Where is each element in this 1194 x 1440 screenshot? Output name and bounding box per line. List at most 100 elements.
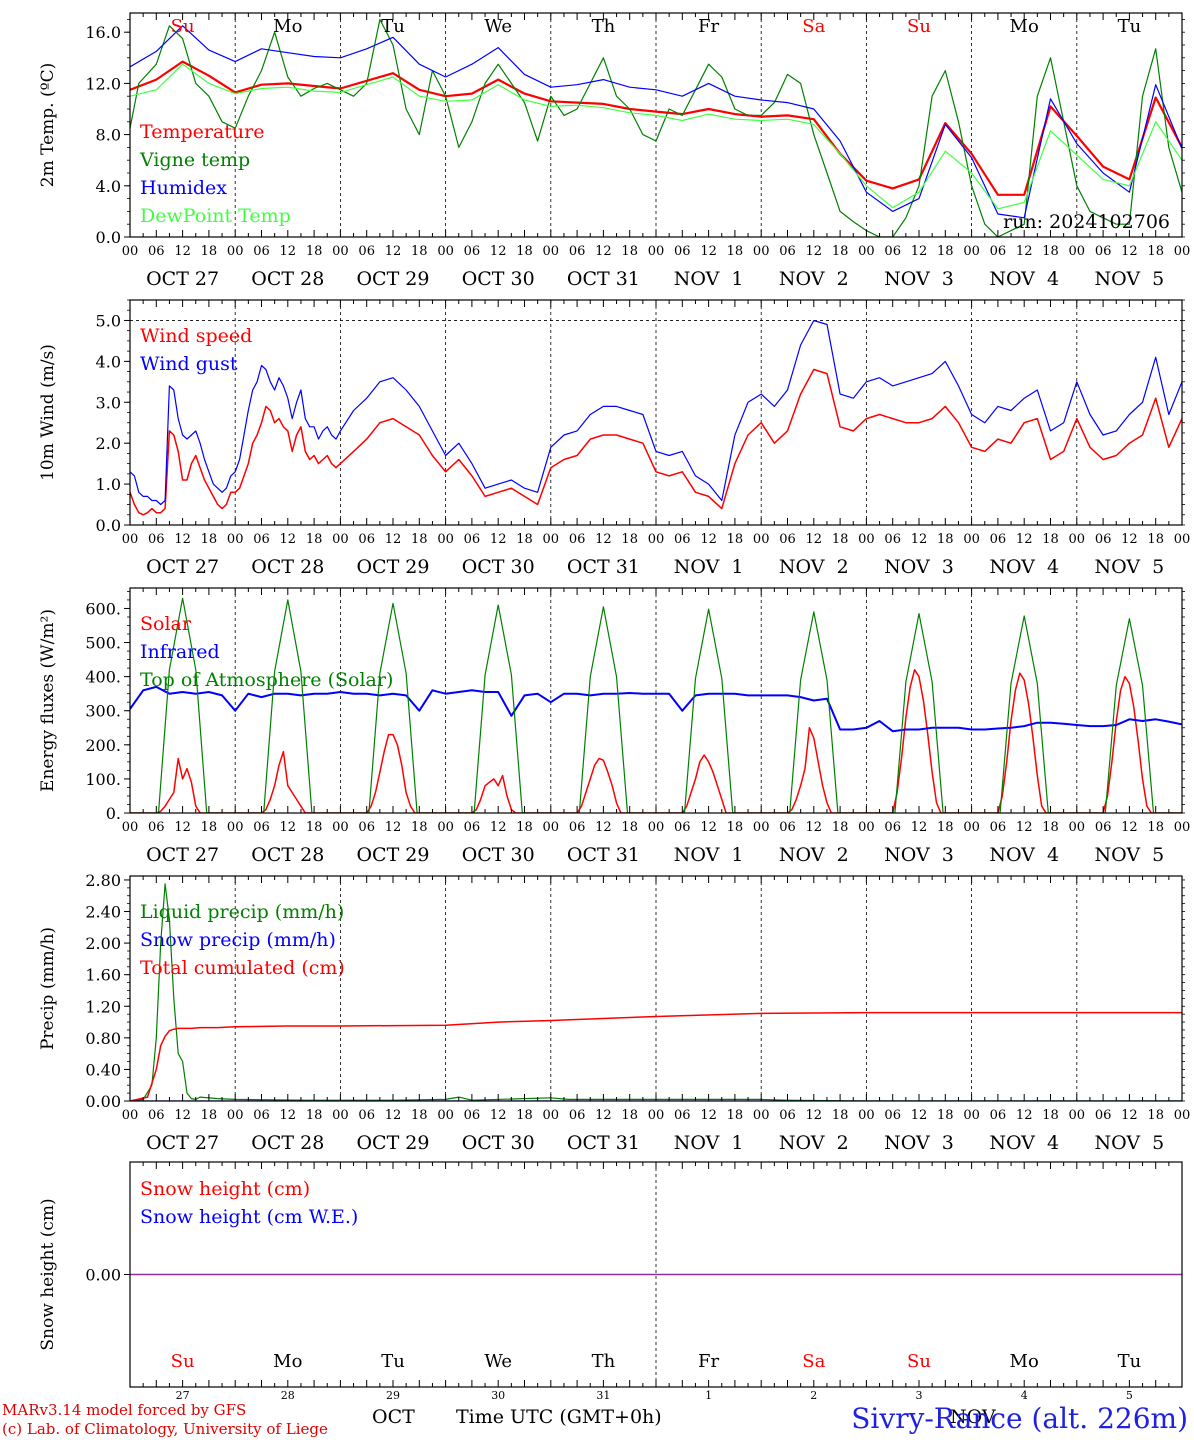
hour-tick-label: 12: [385, 1108, 402, 1123]
legend-entry: Temperature: [140, 121, 264, 143]
hour-tick-label: 18: [937, 1108, 954, 1123]
hour-tick-label: 06: [148, 244, 165, 259]
hour-tick-label: 18: [516, 820, 533, 835]
hour-tick-label: 18: [621, 1108, 638, 1123]
date-label: OCT 29: [356, 844, 429, 866]
legend-entry: Total cumulated (cm): [140, 957, 345, 979]
hour-tick-label: 18: [306, 820, 323, 835]
hour-tick-label: 06: [674, 1108, 691, 1123]
date-label: NOV 1: [674, 268, 744, 290]
date-label: NOV 2: [779, 844, 849, 866]
date-label: OCT 29: [356, 556, 429, 578]
series-line-vigne-temp: [130, 18, 1182, 237]
date-label: NOV 3: [884, 268, 954, 290]
date-label: OCT 30: [462, 556, 535, 578]
y-axis-label: Snow height (cm): [38, 1198, 58, 1350]
hour-tick-label: 00: [227, 820, 244, 835]
hour-tick-label: 12: [385, 532, 402, 547]
hour-tick-label: 18: [1042, 1108, 1059, 1123]
hour-tick-label: 06: [779, 244, 796, 259]
hour-tick-label: 06: [569, 532, 586, 547]
hour-tick-label: 18: [516, 532, 533, 547]
hour-tick-label: 00: [227, 1108, 244, 1123]
hour-tick-label: 00: [648, 532, 665, 547]
hour-tick-label: 18: [727, 532, 744, 547]
hour-tick-label: 06: [990, 1108, 1007, 1123]
date-label: OCT 27: [146, 556, 219, 578]
hour-tick-label: 12: [174, 532, 191, 547]
y-tick-label: 400.: [85, 668, 121, 687]
day-number: 4: [1021, 1389, 1028, 1402]
hour-tick-label: 12: [806, 532, 823, 547]
hour-tick-label: 06: [884, 244, 901, 259]
hour-tick-label: 06: [464, 244, 481, 259]
month-label-nov: NOV: [950, 1406, 996, 1428]
hour-tick-label: 18: [621, 532, 638, 547]
hour-tick-label: 06: [253, 244, 270, 259]
series-line-wind-gust: [130, 319, 1182, 506]
series-line-temperature: [130, 60, 1182, 196]
legend-entry: Liquid precip (mm/h): [140, 901, 344, 923]
hour-tick-label: 12: [174, 244, 191, 259]
hour-tick-label: 00: [753, 820, 770, 835]
day-name: Mo: [273, 16, 302, 37]
legend-entry: Solar: [140, 613, 192, 635]
hour-tick-label: 12: [280, 820, 297, 835]
y-tick-label: 0.80: [85, 1029, 121, 1048]
series-line-total-cumulated-cm-: [130, 1011, 1182, 1101]
legend-entry: Humidex: [140, 177, 227, 199]
y-axis-label: 2m Temp. (ºC): [38, 63, 58, 188]
hour-tick-label: 06: [358, 244, 375, 259]
day-name: Tu: [381, 16, 405, 37]
hour-tick-label: 12: [1121, 820, 1138, 835]
hour-tick-label: 12: [385, 820, 402, 835]
hour-tick-label: 12: [1016, 532, 1033, 547]
date-label: OCT 31: [567, 1132, 640, 1154]
hour-tick-label: 12: [806, 244, 823, 259]
hour-tick-label: 00: [543, 244, 560, 259]
hour-tick-label: 18: [937, 820, 954, 835]
hour-tick-label: 00: [122, 820, 139, 835]
hour-tick-label: 00: [332, 1108, 349, 1123]
y-tick-label: 300.: [85, 702, 121, 721]
date-label: OCT 27: [146, 268, 219, 290]
hour-tick-label: 00: [648, 820, 665, 835]
hour-tick-label: 06: [358, 1108, 375, 1123]
hour-tick-label: 06: [1095, 1108, 1112, 1123]
hour-tick-label: 00: [543, 532, 560, 547]
panel-frame: [129, 12, 1183, 238]
hour-tick-label: 18: [832, 532, 849, 547]
day-number: 30: [491, 1389, 505, 1402]
y-axis-label: Precip (mm/h): [38, 927, 58, 1050]
y-axis-label: Energy fluxes (W/m²): [38, 609, 58, 792]
hour-tick-label: 06: [253, 820, 270, 835]
day-name: Tu: [381, 1351, 405, 1372]
hour-tick-label: 12: [1121, 1108, 1138, 1123]
date-label: OCT 30: [462, 268, 535, 290]
series-group: [130, 319, 1182, 516]
day-number: 5: [1126, 1389, 1133, 1402]
date-label: OCT 28: [251, 268, 324, 290]
date-label: NOV 5: [1095, 1132, 1165, 1154]
hour-tick-label: 18: [1042, 244, 1059, 259]
y-tick-label: 1.60: [85, 966, 121, 985]
day-name: Tu: [1118, 16, 1142, 37]
hour-tick-label: 00: [963, 1108, 980, 1123]
date-label: NOV 1: [674, 556, 744, 578]
hour-tick-label: 00: [1069, 244, 1086, 259]
hour-tick-label: 00: [858, 1108, 875, 1123]
y-tick-label: 2.0: [96, 434, 121, 453]
day-number: 1: [705, 1389, 712, 1402]
hour-tick-label: 18: [937, 244, 954, 259]
panel-temp: 0.0 4.0 8.0 12.0 16.0 2m Temp. (ºC) 00 06 12 18 00…: [38, 12, 1190, 290]
y-tick-label: 2.80: [85, 871, 121, 890]
date-label: NOV 4: [989, 1132, 1059, 1154]
legend-entry: DewPoint Temp: [140, 205, 291, 227]
hour-tick-label: 00: [437, 244, 454, 259]
hour-tick-label: 06: [884, 820, 901, 835]
series-line-top-of-atmosphere-solar-: [130, 597, 1182, 813]
hour-tick-label: 00: [1069, 532, 1086, 547]
hour-tick-label: 00: [437, 820, 454, 835]
hour-tick-label: 12: [911, 1108, 928, 1123]
